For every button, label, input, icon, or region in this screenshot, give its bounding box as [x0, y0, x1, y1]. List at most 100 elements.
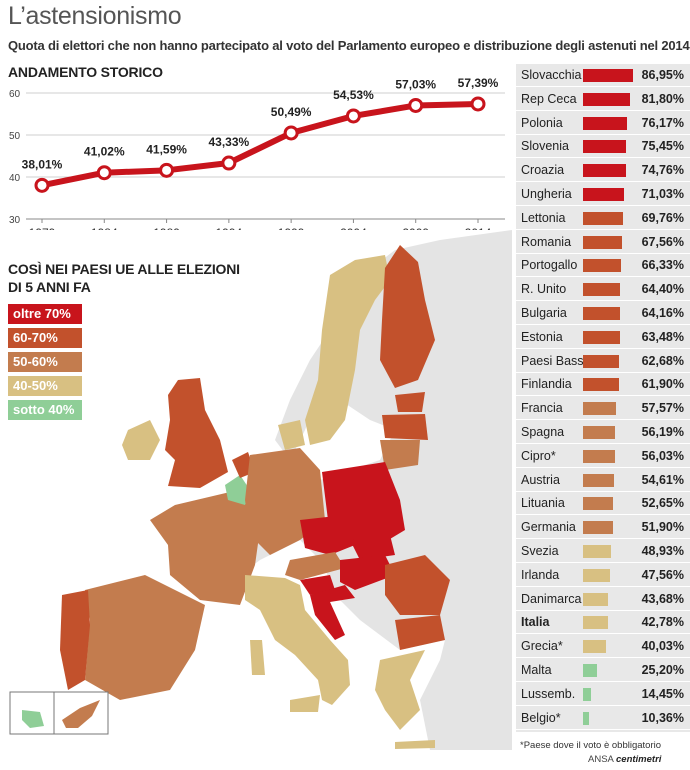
country-bar [583, 307, 620, 320]
country-row: Lussemb. 14,45% [516, 683, 690, 706]
map-region-estonia [395, 392, 425, 412]
row-separator [516, 133, 690, 135]
map-region-norway [275, 255, 405, 460]
country-name: Lituania [521, 496, 565, 511]
map-region-lettonia [382, 414, 428, 440]
country-row: Slovacchia 86,95% [516, 64, 690, 87]
country-bar [583, 69, 633, 82]
row-separator [516, 490, 690, 492]
row-separator [516, 633, 690, 635]
map-region-irlanda [122, 420, 160, 460]
country-bar [583, 568, 611, 582]
country-bar [583, 164, 626, 178]
country-row: Grecia* 40,03% [516, 635, 690, 659]
row-separator [516, 538, 690, 540]
credit-brand: centimetri [616, 754, 662, 765]
country-name: Italia [521, 615, 550, 630]
row-separator [516, 514, 690, 516]
country-bar [583, 592, 609, 606]
country-value: 71,03% [641, 187, 684, 201]
country-name: R. Unito [521, 282, 567, 297]
country-bar [583, 211, 624, 225]
row-separator [516, 657, 690, 659]
country-name: Paesi Bassi [521, 353, 587, 368]
trend-point-label: 57,03% [395, 78, 436, 91]
country-bar [583, 140, 627, 154]
country-value: 42,78% [641, 615, 684, 630]
map-region-francia [150, 492, 262, 605]
country-bar [583, 235, 622, 249]
country-row: Austria 54,61% [516, 469, 690, 492]
country-value: 61,90% [641, 377, 684, 392]
map-region-sicilia [290, 695, 320, 712]
country-name: Francia [521, 401, 563, 416]
country-row: Cipro* 56,03% [516, 445, 690, 468]
country-bar [583, 330, 620, 344]
map-region-sardegna [250, 640, 265, 675]
map-region-rep-ceca [300, 515, 355, 555]
map-region-italia [245, 575, 350, 705]
country-name: Grecia* [521, 639, 563, 654]
country-row: Rep Ceca 81,80% [516, 88, 690, 111]
europe-map [0, 230, 512, 750]
country-bar [583, 687, 592, 701]
trend-point-label: 54,53% [333, 88, 374, 102]
row-separator [516, 728, 690, 730]
country-row: Portogallo 66,33% [516, 254, 690, 278]
country-name: Lussemb. [521, 686, 576, 701]
country-row: Lettonia 69,76% [516, 207, 690, 230]
country-name: Svezia [521, 544, 559, 558]
map-region-lituania [380, 440, 420, 470]
row-separator [516, 205, 690, 206]
country-row: Spagna 56,19% [516, 421, 690, 444]
row-separator [516, 109, 690, 111]
country-bar [583, 426, 616, 439]
country-value: 40,03% [641, 639, 684, 654]
country-bar [583, 378, 619, 392]
country-name: Malta [521, 663, 552, 677]
country-bar-panel: Slovacchia 86,95% Rep Ceca 81,80% Polonia 76,… [516, 64, 690, 732]
country-bar [583, 449, 616, 463]
country-value: 43,68% [641, 591, 684, 606]
map-region-bulgaria [395, 615, 445, 650]
y-tick-label: 40 [9, 173, 21, 184]
row-separator [516, 419, 690, 421]
row-separator [516, 181, 690, 183]
country-value: 64,16% [641, 306, 684, 320]
map-region-romania [385, 555, 450, 615]
credit: ANSA centimetri [588, 754, 661, 765]
map-region-creta [395, 740, 435, 749]
country-row: Bulgaria 64,16% [516, 302, 690, 325]
country-row: Croazia 74,76% [516, 159, 690, 183]
country-row: R. Unito 64,40% [516, 278, 690, 302]
map-region-regno-unito [165, 378, 228, 488]
map-region-croazia [310, 585, 355, 640]
trend-section-title: ANDAMENTO STORICO [8, 64, 163, 80]
country-row: Germania 51,90% [516, 516, 690, 540]
country-value: 66,33% [641, 258, 684, 273]
trend-line [41, 100, 479, 189]
country-row: Romania 67,56% [516, 231, 690, 254]
map-region-austria [285, 552, 345, 580]
country-name: Lettonia [521, 210, 566, 225]
country-value: 56,19% [641, 425, 684, 439]
row-separator [516, 300, 690, 302]
country-row: Malta 25,20% [516, 659, 690, 682]
row-separator [516, 371, 690, 373]
map-region-malta [22, 710, 44, 728]
country-bar [583, 259, 622, 273]
country-bar [583, 616, 608, 630]
country-row: Belgio* 10,36% [516, 707, 690, 730]
country-bar [583, 473, 615, 487]
map-region-cipro [62, 700, 100, 728]
row-separator [516, 347, 690, 349]
country-row: Finlandia 61,90% [516, 373, 690, 397]
trend-point-label: 43,33% [209, 135, 250, 149]
map-legend: oltre 70% 60-70% 50-60% 40-50% sotto 40% [8, 304, 82, 424]
row-separator [516, 609, 690, 611]
country-bar [583, 711, 589, 725]
trend-point [470, 96, 486, 112]
country-row: Lituania 52,65% [516, 492, 690, 516]
y-tick-label: 30 [9, 215, 21, 226]
country-bar [583, 188, 624, 201]
